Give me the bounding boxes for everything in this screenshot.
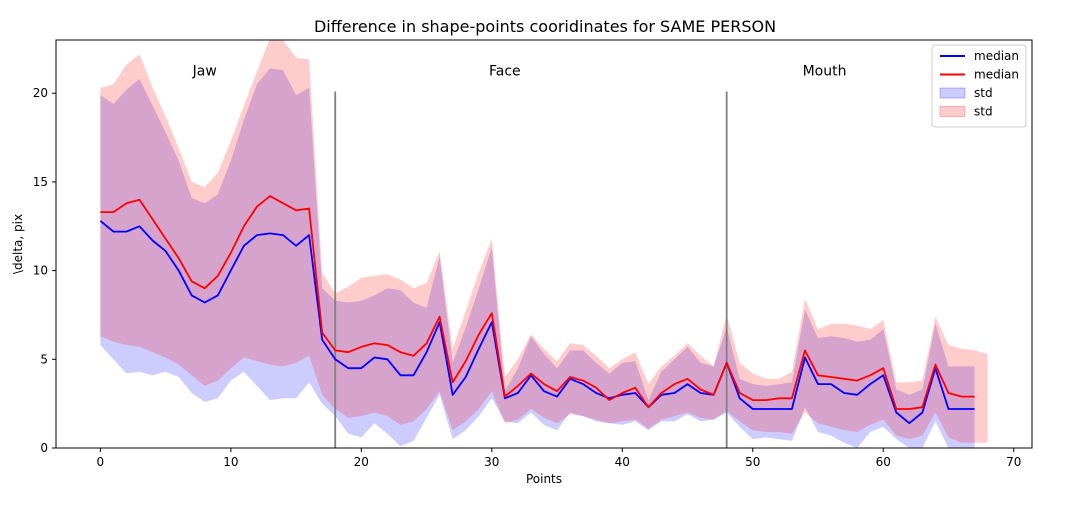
region-label-1: Face bbox=[489, 63, 521, 79]
legend-box bbox=[931, 44, 1027, 128]
std-bands bbox=[100, 40, 988, 448]
legend-label-3: std bbox=[974, 105, 993, 119]
median-line-1 bbox=[100, 195, 975, 410]
y-tick-label-1: 5 bbox=[40, 352, 48, 366]
y-axis-label: \delta, pix bbox=[11, 214, 25, 274]
x-tick-label-4: 40 bbox=[615, 455, 630, 469]
region-label-2: Mouth bbox=[803, 63, 847, 79]
x-tick-label-5: 50 bbox=[745, 455, 760, 469]
x-tick-label-3: 30 bbox=[484, 455, 499, 469]
chart-title: Difference in shape-points cooridinates … bbox=[314, 17, 776, 36]
plot-frame bbox=[55, 39, 1033, 449]
x-tick-label-2: 20 bbox=[354, 455, 369, 469]
legend-label-0: median bbox=[974, 49, 1019, 63]
x-tick-label-0: 0 bbox=[97, 455, 105, 469]
x-tick-label-6: 60 bbox=[876, 455, 891, 469]
legend: median median std std bbox=[931, 44, 1027, 128]
y-tick-label-4: 20 bbox=[33, 86, 48, 100]
y-tick-label-2: 10 bbox=[33, 264, 48, 278]
std-band-1 bbox=[100, 40, 988, 443]
x-tick-label-7: 70 bbox=[1006, 455, 1021, 469]
region-label-0: Jaw bbox=[192, 63, 217, 79]
region-labels: Jaw Face Mouth bbox=[192, 63, 847, 79]
region-dividers bbox=[334, 91, 728, 448]
legend-label-2: std bbox=[974, 86, 993, 100]
legend-label-1: median bbox=[974, 68, 1019, 82]
median-line-0 bbox=[99, 220, 975, 425]
y-tick-label-3: 15 bbox=[33, 175, 48, 189]
y-tick-label-0: 0 bbox=[40, 441, 48, 455]
y-axis-ticks: 0 5 10 15 20 bbox=[33, 86, 56, 455]
x-axis-ticks: 0 10 20 30 40 50 60 70 bbox=[97, 448, 1021, 469]
legend-swatch-3 bbox=[939, 106, 966, 117]
median-lines bbox=[99, 195, 975, 425]
x-axis-label: Points bbox=[526, 472, 562, 486]
x-tick-label-1: 10 bbox=[223, 455, 238, 469]
legend-swatch-2 bbox=[939, 87, 966, 99]
std-band-0 bbox=[100, 68, 975, 448]
